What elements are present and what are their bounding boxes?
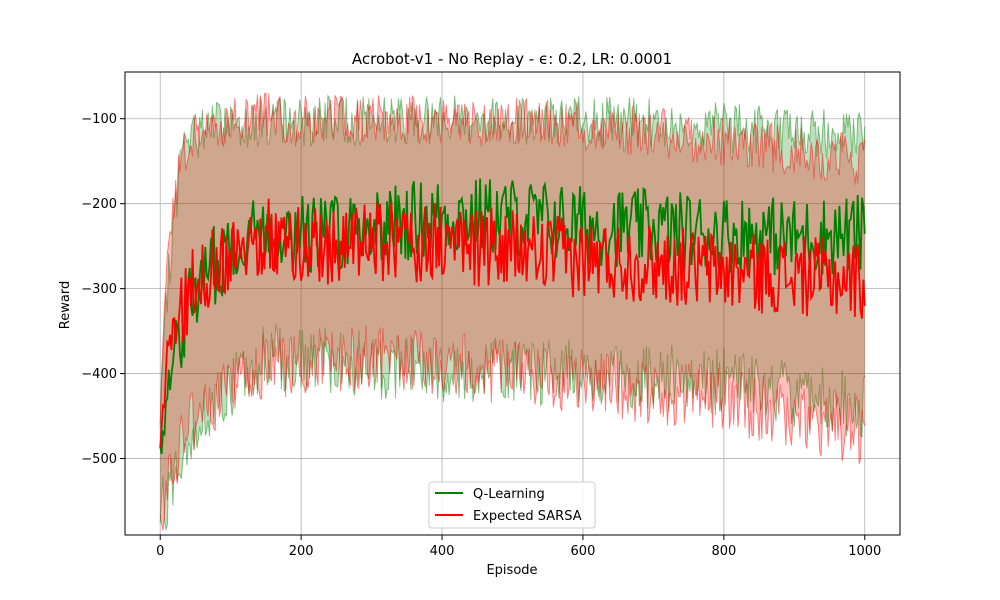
axes-frame	[124, 71, 901, 536]
axes: 0 200 400 600 800 1000 −100 −200 −300 −400 −500	[81, 71, 901, 559]
y-tick-label: −200	[81, 197, 117, 212]
y-axis-label: Reward	[58, 281, 73, 329]
chart-title: Acrobot-v1 - No Replay - ϵ: 0.2, LR: 0.0…	[352, 50, 672, 68]
legend-label: Expected SARSA	[473, 509, 582, 524]
y-tick-label: −100	[81, 112, 117, 127]
x-tick-label: 800	[711, 544, 736, 559]
band-lower-edge	[159, 325, 866, 531]
x-tick-label: 200	[289, 544, 314, 559]
x-tick-label: 400	[430, 544, 455, 559]
plot-area	[125, 72, 900, 535]
legend-box	[428, 481, 596, 529]
legend: Q-Learning Expected SARSA	[428, 481, 596, 529]
y-tick-label: −500	[81, 452, 117, 467]
band-lower-edge	[159, 324, 866, 532]
x-axis-label: Episode	[486, 563, 537, 578]
band-upper-edge	[159, 94, 866, 429]
series-line-expected-sarsa	[159, 198, 866, 449]
legend-label: Q-Learning	[473, 487, 545, 502]
x-tick-label: 1000	[848, 544, 881, 559]
x-tick-label: 0	[156, 544, 164, 559]
band-upper-edge	[159, 92, 866, 424]
y-tick-label: −300	[81, 282, 117, 297]
x-tick-label: 600	[571, 544, 596, 559]
y-tick-label: −400	[81, 367, 117, 382]
band-q-learning	[160, 95, 865, 530]
